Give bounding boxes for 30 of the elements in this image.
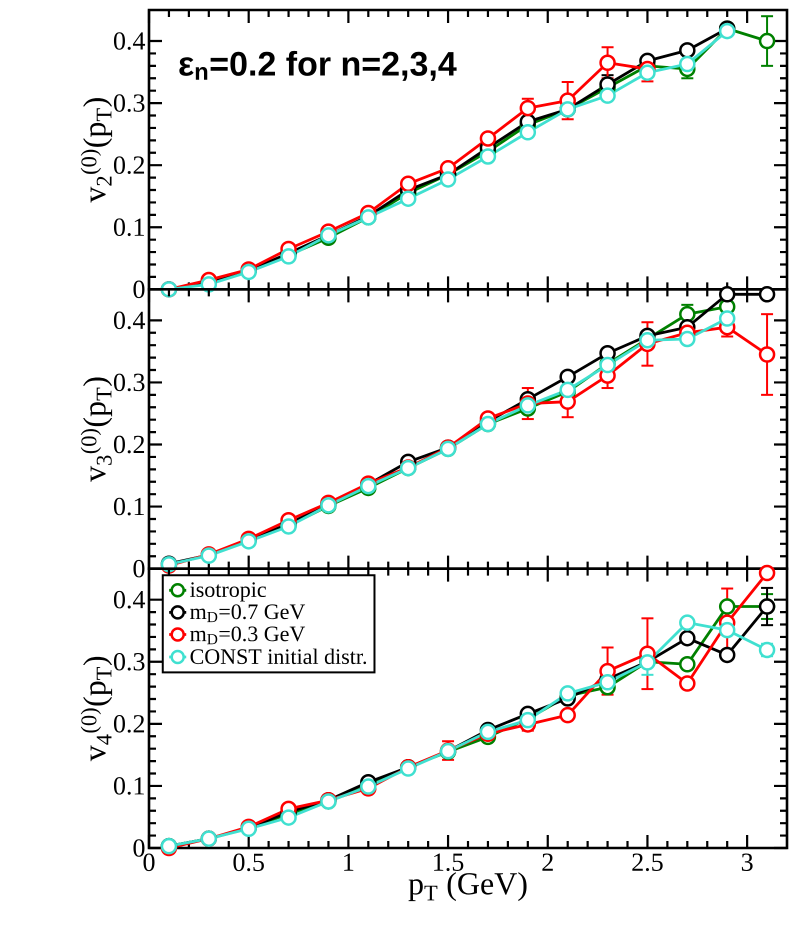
y-tick-label: 0.2	[114, 156, 144, 174]
y-tick-label: 0.3	[114, 652, 144, 671]
x-tick-label: 2.5	[632, 854, 663, 872]
legend-label: CONST initial distr.	[190, 648, 366, 664]
legend-label: m$_{D}$=0.7 GeV	[190, 604, 306, 622]
y-tick-label: 0.1	[114, 218, 144, 236]
y-axis-title: v$_{4}$$^{(0)}$(p$_{T}$)	[80, 656, 112, 762]
x-axis-title: p$_{T}$ (GeV)	[408, 872, 527, 902]
y-tick-label: 0.1	[114, 777, 144, 795]
x-tick-label: 1	[344, 854, 354, 871]
x-tick-label: 0.5	[233, 854, 264, 872]
y-axis-title: v$_{3}$$^{(0)}$(p$_{T}$)	[80, 377, 112, 482]
x-tick-label: 3	[742, 854, 753, 871]
y-tick-label: 0.2	[114, 436, 144, 454]
y-axis-title: v$_{2}$$^{(0)}$(p$_{T}$)	[80, 98, 112, 203]
y-tick-label: 0.4	[114, 590, 146, 609]
y-tick-label: 0.1	[114, 498, 144, 516]
y-tick-label: 0.3	[114, 374, 144, 392]
y-tick-label: 0.2	[114, 715, 144, 733]
legend-label: m$_{D}$=0.3 GeV	[190, 626, 306, 644]
y-tick-label: 0	[133, 280, 144, 298]
y-tick-label: 0.3	[114, 94, 144, 112]
legend-label: isotropic	[190, 582, 266, 602]
x-tick-label: 2	[542, 854, 553, 871]
y-tick-label: 0	[133, 560, 144, 578]
y-tick-label: 0	[133, 839, 144, 857]
x-tick-label: 1.5	[434, 854, 464, 872]
y-tick-label: 0.4	[114, 32, 146, 50]
y-tick-label: 0.4	[114, 312, 146, 330]
annotation: ε$_{n}$=0.2 for n=2,3,4	[179, 50, 457, 81]
